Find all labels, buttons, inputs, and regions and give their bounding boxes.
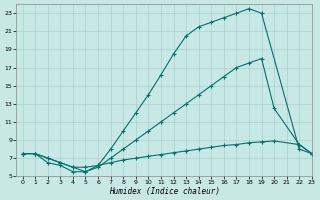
X-axis label: Humidex (Indice chaleur): Humidex (Indice chaleur): [108, 187, 220, 196]
